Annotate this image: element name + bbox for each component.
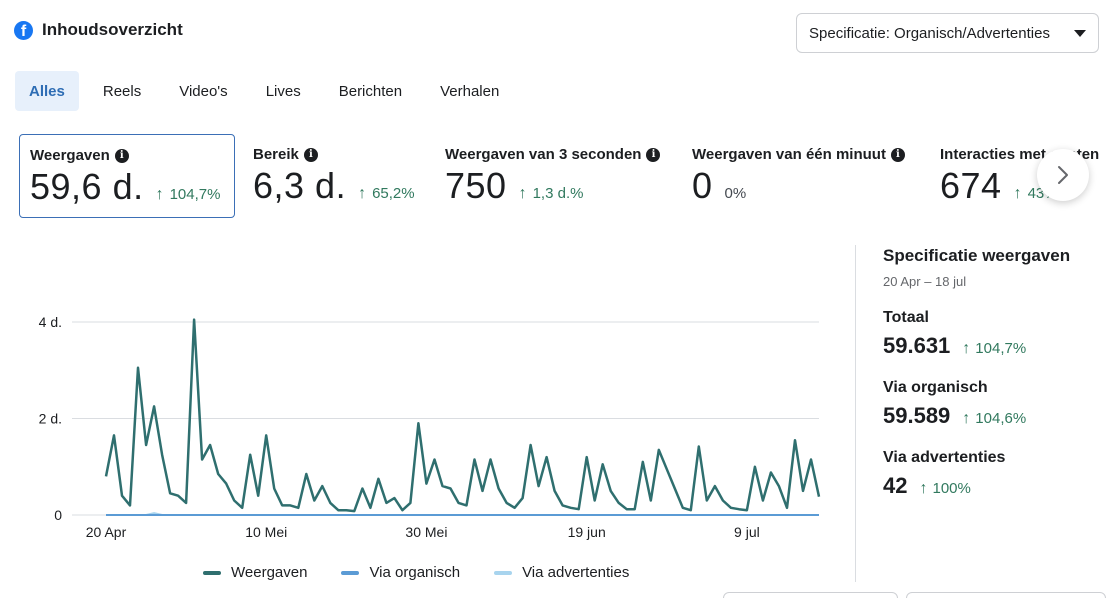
metric-value: 674 — [940, 165, 1002, 206]
metric-change: 1,3 d.% — [532, 185, 584, 202]
metric-change: 65,2% — [372, 185, 415, 202]
breakdown-title: Specificatie weergaven — [883, 246, 1071, 265]
info-icon[interactable]: i — [646, 147, 661, 162]
specification-dropdown-label: Specificatie: Organisch/Advertenties — [809, 24, 1050, 42]
facebook-icon: f — [14, 20, 33, 40]
tab-lives[interactable]: Lives — [265, 82, 301, 100]
x-tick-label: 30 Mei — [405, 524, 447, 540]
x-tick-label: 9 jul — [734, 524, 760, 540]
info-icon[interactable]: i — [890, 147, 905, 162]
metric-label: Weergaven — [30, 147, 110, 164]
metric-value: 750 — [445, 165, 507, 206]
metric-value: 0 — [692, 165, 713, 206]
metric-change: 104,7% — [169, 186, 221, 203]
x-tick-label: 10 Mei — [245, 524, 287, 540]
content-type-tabs: Alles Reels Video's Lives Berichten Verh… — [15, 71, 523, 111]
x-tick-label: 19 jun — [568, 524, 606, 540]
series-line-weergaven[interactable] — [104, 318, 821, 513]
arrow-up-icon: ↑ — [518, 185, 527, 202]
arrow-up-icon: ↑ — [358, 185, 367, 202]
breakdown-label: Via advertenties — [883, 449, 1006, 466]
arrow-up-icon: ↑ — [155, 186, 164, 203]
legend-swatch — [494, 570, 513, 575]
legend-label: Weergaven — [231, 564, 308, 581]
breakdown-change: 100% — [932, 480, 971, 497]
views-line-chart: 0 2 d. 4 d. 20 Apr 10 Mei 30 Mei 19 jun 9 jul — [39, 314, 821, 540]
tab-alles[interactable]: Alles — [15, 71, 79, 111]
metric-value: 6,3 d. — [253, 165, 347, 206]
legend-label: Via organisch — [369, 564, 461, 581]
metric-label: Weergaven van 3 seconden — [445, 146, 642, 163]
metric-change: 0% — [724, 185, 747, 202]
views-chart: 0 2 d. 4 d. 20 Apr 10 Mei 30 Mei 19 jun 9 jul — [0, 240, 850, 598]
breakdown-label: Totaal — [883, 309, 929, 326]
legend-swatch — [203, 570, 221, 575]
specification-dropdown[interactable]: Specificatie: Organisch/Advertenties — [796, 13, 1099, 53]
y-tick-label: 4 d. — [39, 314, 62, 330]
arrow-up-icon: ↑ — [1013, 185, 1022, 202]
arrow-up-icon: ↑ — [962, 410, 971, 427]
breakdown-value: 59.631 — [883, 333, 951, 358]
breakdown-value: 59.589 — [883, 403, 951, 428]
tab-videos[interactable]: Video's — [179, 82, 228, 100]
breakdown-label: Via organisch — [883, 379, 988, 396]
metric-cards: Weergaven i 59,6 d. ↑ 104,7% Bereik i 6,3 d… — [19, 134, 1099, 219]
metric-card-bereik[interactable]: Bereik i 6,3 d. ↑ 65,2% — [243, 134, 433, 218]
page-header: f Inhoudsoverzicht — [14, 20, 183, 40]
metric-card-weergaven-een-minuut[interactable]: Weergaven van één minuut i 0 0% — [682, 134, 922, 218]
metric-card-weergaven[interactable]: Weergaven i 59,6 d. ↑ 104,7% — [19, 134, 235, 218]
info-icon[interactable]: i — [114, 148, 129, 163]
legend-item-weergaven[interactable]: Weergaven — [203, 564, 307, 581]
y-tick-label: 0 — [54, 507, 62, 523]
x-tick-label: 20 Apr — [86, 524, 127, 540]
caret-down-icon — [1074, 29, 1086, 37]
chart-legend: Weergaven Via organisch Via advertenties — [203, 564, 629, 581]
page-title: Inhoudsoverzicht — [42, 20, 183, 39]
views-breakdown-panel: Specificatie weergaven 20 Apr – 18 jul T… — [883, 246, 1103, 499]
breakdown-value: 42 — [883, 473, 908, 498]
tab-verhalen[interactable]: Verhalen — [440, 82, 500, 100]
divider — [855, 245, 856, 582]
metric-label: Weergaven van één minuut — [692, 146, 886, 163]
info-icon[interactable]: i — [303, 147, 318, 162]
y-tick-label: 2 d. — [39, 411, 62, 427]
tab-reels[interactable]: Reels — [102, 82, 142, 100]
tab-berichten[interactable]: Berichten — [338, 82, 403, 100]
legend-swatch — [341, 570, 360, 575]
breakdown-date-range: 20 Apr – 18 jul — [883, 274, 967, 289]
next-metrics-button[interactable] — [1037, 149, 1089, 201]
legend-item-via-organisch[interactable]: Via organisch — [341, 564, 460, 581]
breakdown-via-organisch: Via organisch 59.589 ↑ 104,6% — [883, 379, 1103, 429]
breakdown-change: 104,7% — [975, 340, 1027, 357]
bottom-button[interactable] — [723, 592, 898, 598]
bottom-button[interactable] — [906, 592, 1106, 598]
breakdown-change: 104,6% — [975, 410, 1027, 427]
breakdown-via-advertenties: Via advertenties 42 ↑ 100% — [883, 449, 1103, 499]
legend-item-via-advertenties[interactable]: Via advertenties — [494, 564, 629, 581]
metric-card-weergaven-3-seconden[interactable]: Weergaven van 3 seconden i 750 ↑ 1,3 d.% — [435, 134, 679, 218]
legend-label: Via advertenties — [522, 564, 630, 581]
arrow-up-icon: ↑ — [919, 480, 928, 497]
chevron-right-icon — [1058, 166, 1068, 184]
arrow-up-icon: ↑ — [962, 340, 971, 357]
metric-value: 59,6 d. — [30, 166, 144, 207]
metric-label: Bereik — [253, 146, 299, 163]
breakdown-totaal: Totaal 59.631 ↑ 104,7% — [883, 309, 1103, 359]
